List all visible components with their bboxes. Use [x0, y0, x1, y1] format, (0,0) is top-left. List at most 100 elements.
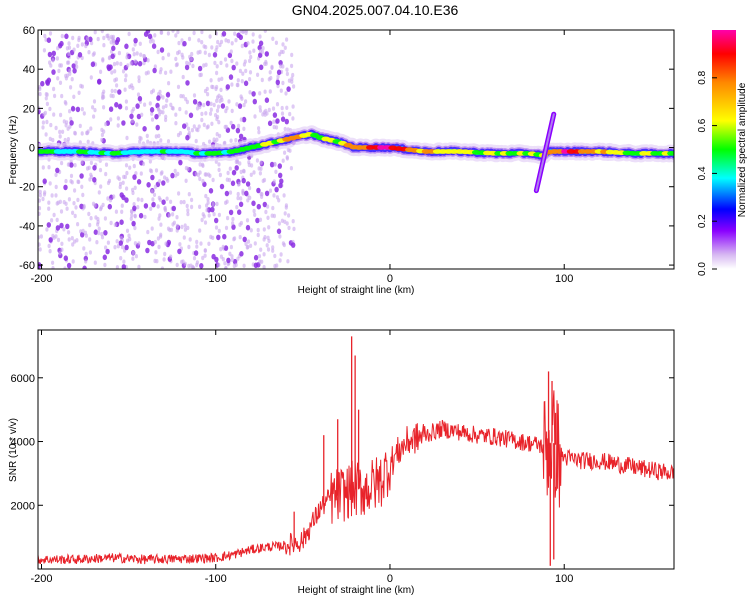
noise-point: [161, 95, 165, 100]
noise-point: [109, 93, 113, 98]
noise-point: [212, 52, 218, 58]
noise-point: [222, 233, 227, 240]
noise-point: [124, 244, 129, 251]
noise-point: [182, 40, 187, 47]
noise-point: [275, 102, 280, 107]
noise-point: [188, 112, 194, 119]
noise-point: [158, 89, 162, 95]
noise-point: [280, 111, 285, 116]
noise-point: [256, 203, 261, 210]
noise-point: [73, 213, 77, 219]
noise-point: [118, 181, 123, 187]
noise-point: [221, 31, 227, 37]
noise-point: [245, 218, 250, 223]
noise-point: [262, 265, 266, 269]
noise-point: [215, 98, 219, 104]
noise-point: [208, 34, 212, 39]
noise-point: [229, 49, 233, 54]
snr-x-axis-label: Height of straight line (km): [298, 585, 415, 596]
noise-point: [245, 181, 251, 187]
noise-point: [199, 263, 204, 269]
noise-point: [275, 195, 279, 200]
noise-point: [131, 220, 136, 227]
noise-point: [62, 227, 66, 232]
noise-point: [119, 192, 124, 198]
noise-point: [117, 50, 121, 56]
noise-point: [255, 158, 259, 163]
noise-point: [132, 52, 136, 57]
noise-point: [55, 225, 61, 231]
noise-point: [242, 168, 246, 174]
x-tick-label: -200: [30, 573, 52, 585]
noise-point: [186, 126, 191, 131]
noise-point: [236, 256, 240, 261]
noise-point: [184, 110, 188, 115]
noise-point: [209, 234, 213, 240]
noise-point: [89, 126, 93, 131]
noise-point: [59, 112, 63, 118]
noise-point: [291, 116, 295, 121]
noise-point: [185, 134, 190, 141]
noise-point: [229, 120, 233, 126]
noise-point: [210, 206, 215, 213]
noise-point: [186, 208, 190, 213]
noise-point: [235, 127, 241, 134]
noise-point: [88, 237, 92, 242]
chirp-streak-1: [535, 113, 555, 192]
noise-point: [52, 112, 56, 117]
noise-point: [181, 94, 185, 99]
noise-point: [132, 202, 136, 207]
noise-point: [198, 162, 202, 167]
noise-point: [82, 111, 86, 116]
noise-point: [52, 212, 56, 218]
noise-point: [190, 51, 194, 57]
noise-point: [58, 199, 63, 204]
noise-point: [122, 259, 126, 264]
noise-point: [161, 56, 165, 61]
noise-point: [257, 126, 261, 131]
noise-point: [249, 228, 253, 233]
noise-point: [264, 108, 268, 114]
noise-point: [49, 122, 53, 128]
noise-point: [284, 118, 289, 125]
noise-point: [274, 40, 278, 45]
noise-point: [277, 221, 281, 226]
noise-point: [251, 200, 256, 207]
noise-point: [241, 177, 246, 184]
noise-point: [38, 189, 42, 195]
noise-point: [258, 48, 263, 54]
noise-point: [223, 245, 229, 251]
noise-point: [228, 209, 234, 216]
noise-point: [219, 183, 225, 190]
noise-point: [38, 206, 42, 211]
noise-point: [291, 104, 295, 109]
noise-point: [137, 75, 141, 80]
noise-point: [123, 77, 128, 83]
noise-point: [175, 228, 179, 233]
noise-point: [47, 165, 51, 170]
noise-point: [69, 120, 74, 126]
noise-point: [270, 64, 274, 70]
noise-point: [73, 163, 77, 168]
noise-point: [175, 262, 179, 268]
noise-point: [224, 190, 230, 197]
noise-point: [77, 52, 83, 58]
noise-point: [136, 113, 142, 120]
noise-point: [67, 197, 71, 202]
noise-point: [102, 89, 106, 94]
noise-point: [51, 266, 55, 269]
noise-point: [274, 169, 278, 174]
noise-point: [135, 51, 139, 56]
noise-point: [171, 205, 176, 212]
noise-point: [100, 30, 104, 34]
noise-point: [40, 80, 45, 87]
noise-point: [150, 226, 154, 231]
noise-point: [214, 48, 218, 53]
noise-point: [158, 197, 162, 202]
noise-point: [204, 111, 208, 116]
noise-point: [189, 56, 193, 62]
noise-point: [38, 91, 42, 97]
noise-point: [100, 137, 104, 143]
noise-point: [269, 161, 275, 168]
noise-point: [132, 174, 137, 180]
